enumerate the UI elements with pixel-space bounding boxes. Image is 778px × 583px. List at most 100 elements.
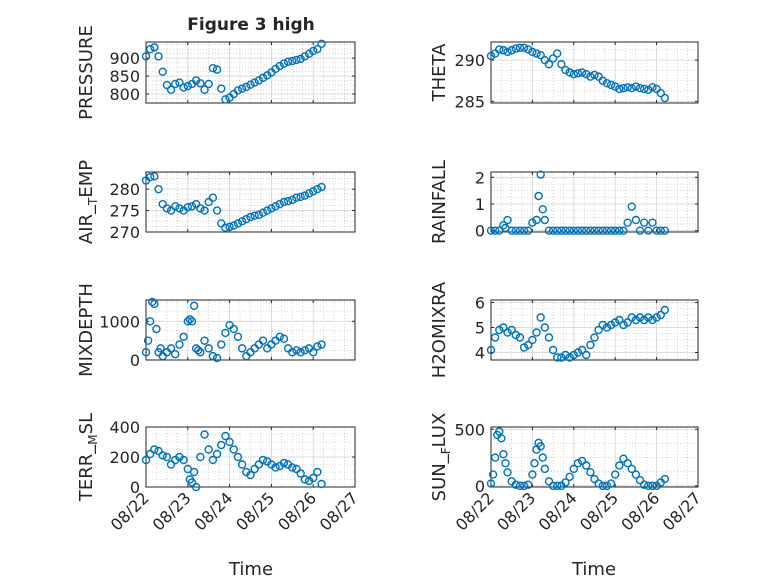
- x-tick-label: 08/27: [316, 488, 362, 534]
- data-point: [631, 215, 641, 225]
- data-point: [158, 67, 167, 76]
- data-point: [309, 46, 318, 56]
- data-point: [619, 454, 628, 463]
- data-point: [486, 479, 496, 488]
- data-point: [279, 334, 289, 343]
- data-point: [577, 226, 587, 235]
- data-point: [212, 353, 222, 363]
- data-point: [267, 204, 276, 213]
- y-axis-label: AIR_TEMP: [76, 160, 100, 244]
- data-point: [511, 44, 521, 53]
- data-point: [548, 226, 558, 235]
- data-point: [196, 79, 205, 88]
- data-point: [573, 226, 583, 235]
- data-point: [611, 226, 620, 235]
- data-point: [635, 313, 645, 322]
- data-point: [208, 63, 218, 73]
- y-tick-label: 0: [475, 222, 485, 241]
- subplot-air_temp: 270 275 280 AIR_TEMP: [76, 160, 356, 244]
- data-point: [553, 226, 562, 235]
- data-point: [569, 464, 578, 474]
- data-point: [152, 324, 161, 334]
- data-point: [166, 460, 176, 469]
- data-point: [569, 69, 578, 79]
- data-point: [221, 328, 230, 338]
- data-point: [175, 204, 184, 213]
- data-point: [602, 323, 612, 332]
- data-point: [569, 226, 578, 235]
- data-point: [557, 226, 566, 235]
- subplot-rainfall: 0 1 2 RAINFALL: [429, 160, 699, 244]
- x-tick-label: 08/23: [493, 488, 539, 534]
- data-point: [503, 47, 512, 57]
- data-point: [217, 219, 226, 228]
- data-point: [204, 197, 213, 207]
- y-axis-label: SUN_FLUX: [429, 413, 453, 502]
- data-point: [194, 346, 203, 355]
- data-point: [639, 84, 649, 94]
- x-axis-label-left: Time: [228, 559, 273, 580]
- subplot-h2omixra: 4 5 6 H2OMIXRA: [429, 281, 699, 378]
- data-point: [196, 348, 205, 357]
- data-point: [237, 460, 247, 469]
- y-tick-label: 850: [109, 67, 140, 86]
- data-point: [158, 351, 167, 361]
- data-point: [313, 342, 322, 351]
- data-point: [196, 452, 205, 462]
- data-point: [623, 83, 632, 92]
- data-point: [524, 340, 533, 350]
- data-point: [162, 204, 172, 213]
- data-point: [237, 84, 247, 93]
- data-point: [635, 83, 645, 93]
- data-point: [237, 344, 247, 353]
- data-point: [540, 215, 550, 225]
- data-point: [208, 193, 218, 202]
- data-point: [200, 430, 209, 439]
- data-point: [292, 464, 301, 474]
- data-point: [594, 479, 603, 488]
- data-point: [639, 315, 649, 325]
- data-point: [565, 68, 574, 77]
- data-point: [292, 193, 301, 202]
- data-point: [538, 453, 547, 462]
- data-point: [217, 84, 226, 93]
- y-axis-label: PRESSURE: [76, 25, 97, 120]
- y-tick-label: 1000: [99, 312, 140, 331]
- data-point: [171, 79, 180, 89]
- data-point: [532, 215, 541, 225]
- data-point: [175, 78, 184, 87]
- data-point: [590, 226, 599, 235]
- data-point: [233, 332, 243, 341]
- x-tick-label: 08/24: [535, 488, 581, 534]
- data-point: [553, 49, 562, 58]
- data-point: [179, 455, 188, 465]
- data-point: [288, 348, 297, 357]
- axes-box: [490, 171, 699, 233]
- data-point: [313, 467, 322, 477]
- x-tick-label: 08/26: [617, 488, 663, 534]
- data-point: [598, 320, 607, 330]
- y-tick-label: 285: [454, 92, 485, 111]
- data-point: [544, 477, 554, 486]
- data-point: [150, 299, 159, 309]
- data-point: [530, 459, 539, 468]
- data-point: [145, 172, 155, 182]
- data-point: [486, 345, 496, 355]
- data-point: [189, 301, 199, 311]
- data-point: [611, 82, 620, 91]
- axes-box: [145, 299, 356, 361]
- data-point: [623, 459, 632, 468]
- data-point: [166, 344, 176, 353]
- y-tick-label: 2: [475, 168, 485, 187]
- data-point: [590, 70, 599, 80]
- data-point: [143, 336, 153, 345]
- data-point: [233, 452, 243, 462]
- data-point: [185, 315, 195, 324]
- data-point: [204, 445, 213, 454]
- data-point: [495, 325, 504, 335]
- y-tick-label: 280: [109, 180, 140, 199]
- data-point: [598, 481, 607, 491]
- data-point: [538, 205, 547, 214]
- data-point: [544, 226, 554, 235]
